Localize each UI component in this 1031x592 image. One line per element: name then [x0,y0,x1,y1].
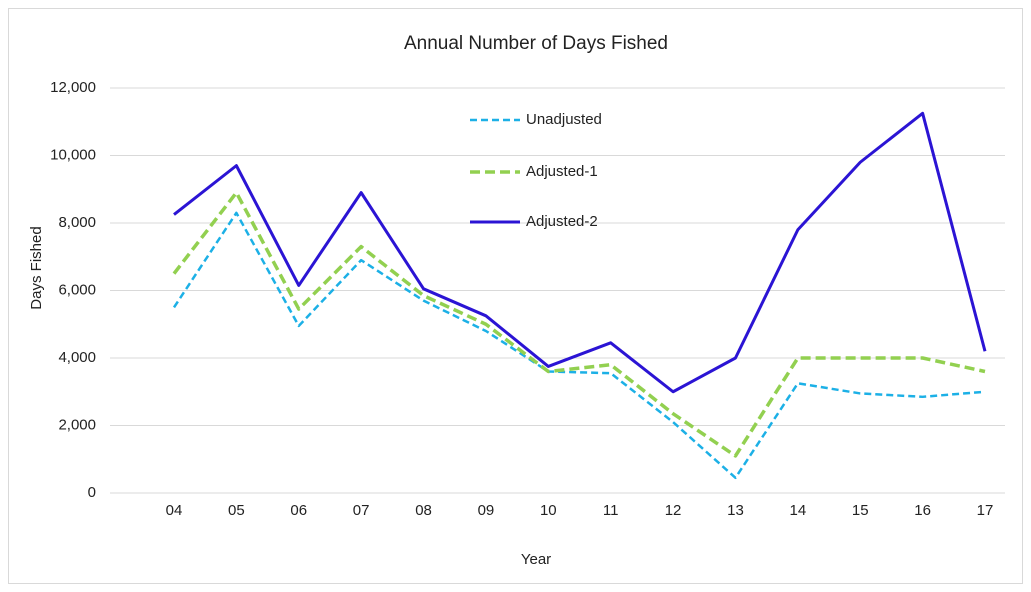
chart-title: Annual Number of Days Fished [404,33,668,54]
x-tick-label: 10 [540,502,557,519]
series-line [172,211,986,480]
x-tick-label: 15 [852,502,869,519]
y-tick-label: 10,000 [50,146,96,163]
series-line [173,111,987,394]
x-tick-label: 09 [478,502,495,519]
x-tick-label: 11 [603,502,619,519]
x-tick-label: 07 [353,502,370,519]
y-tick-label: 8,000 [58,214,96,231]
x-tick-label: 14 [790,502,807,519]
x-tick-label: 17 [977,502,994,519]
x-tick-label: 05 [228,502,245,519]
y-tick-label: 6,000 [58,281,96,298]
y-tick-label: 2,000 [58,416,96,433]
x-tick-label: 16 [914,502,931,519]
x-tick-label: 08 [415,502,432,519]
x-axis-label: Year [521,551,551,568]
x-tick-label: 04 [166,502,183,519]
y-axis-label: Days Fished [28,226,45,309]
legend-label: Adjusted-2 [526,213,598,230]
legend-label: Adjusted-1 [526,163,598,180]
x-tick-label: 06 [290,502,307,519]
x-tick-label: 12 [665,502,682,519]
legend-label: Unadjusted [526,111,602,128]
y-tick-label: 12,000 [50,79,96,96]
chart-border [8,8,1023,584]
y-tick-label: 4,000 [58,349,96,366]
y-tick-label: 0 [88,484,96,501]
x-tick-label: 13 [727,502,744,519]
series-line [172,190,986,458]
